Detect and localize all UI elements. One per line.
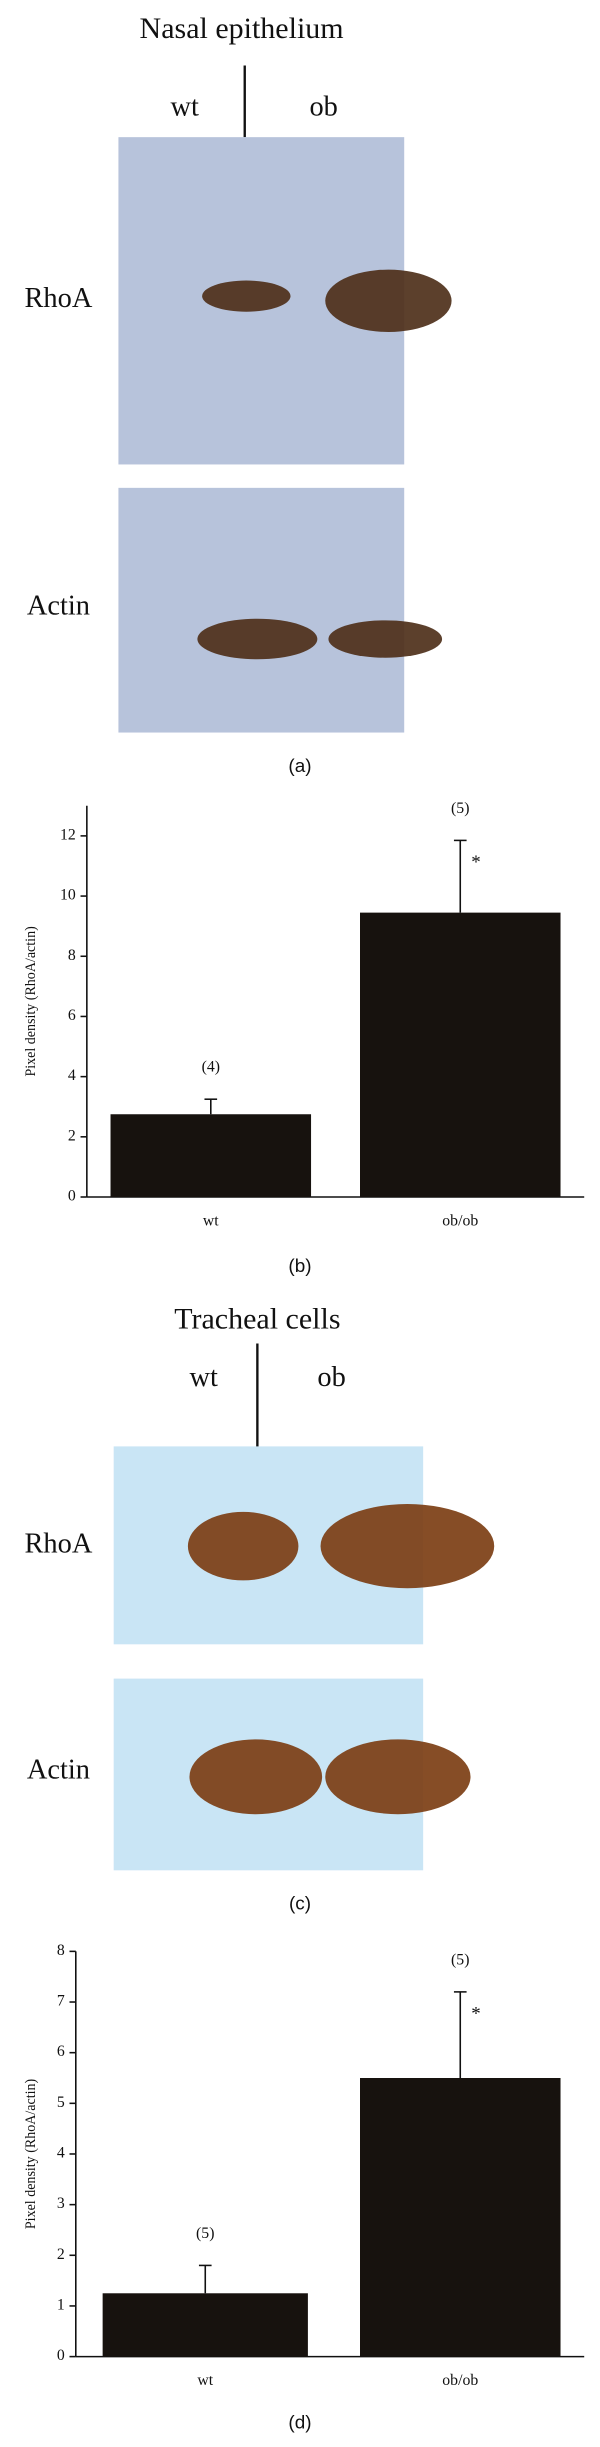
row-label: Actin [27,590,90,621]
blot-band [328,620,443,658]
n-label: (5) [196,2225,214,2242]
row-label: RhoA [24,1529,92,1560]
x-tick-label: ob/ob [442,2372,478,2389]
y-tick-label: 8 [57,1942,65,1959]
panel-caption: (a) [288,755,311,776]
significance-label: * [471,852,480,873]
blot-band [187,1511,299,1581]
y-tick-label: 4 [68,1067,76,1084]
y-tick-label: 2 [68,1127,76,1144]
y-axis-label: Pixel density (RhoA/actin) [23,926,39,1077]
row-label: RhoA [24,283,92,314]
y-tick-label: 8 [68,947,76,964]
lane-label: ob [309,92,337,123]
blot-band [320,1504,495,1589]
y-axis-label: Pixel density (RhoA/actin) [23,2079,39,2230]
y-tick-label: 6 [68,1007,76,1024]
blot-band [189,1739,323,1815]
bar [360,2078,561,2357]
y-tick-label: 6 [57,2043,65,2060]
blot-band [325,269,452,332]
y-tick-label: 10 [60,887,76,904]
blot-band [325,1739,471,1815]
y-tick-label: 12 [60,827,76,844]
panel-caption: (b) [288,1255,311,1276]
blot-band [202,280,291,312]
n-label: (5) [451,800,469,817]
x-tick-label: wt [203,1213,219,1230]
x-tick-label: ob/ob [442,1213,478,1230]
y-tick-label: 3 [57,2195,65,2212]
x-tick-label: wt [197,2372,213,2389]
y-tick-label: 7 [57,1993,65,2010]
lane-label: wt [189,1362,218,1393]
bar [360,912,561,1198]
bar [102,2293,308,2357]
y-tick-label: 0 [57,2347,65,2364]
row-label: Actin [27,1755,90,1786]
panel-caption: (d) [288,2412,311,2433]
lane-label: ob [317,1362,345,1393]
blot-image [118,487,405,733]
y-tick-label: 0 [68,1188,76,1205]
blot-title: Nasal epithelium [140,12,344,45]
n-label: (5) [451,1951,469,1968]
n-label: (4) [202,1059,220,1076]
y-tick-label: 2 [57,2246,65,2263]
significance-label: * [471,2004,480,2025]
y-tick-label: 1 [57,2297,65,2314]
blot-title: Tracheal cells [174,1303,340,1336]
y-tick-label: 5 [57,2094,65,2111]
y-tick-label: 4 [57,2145,65,2162]
lane-label: wt [171,92,200,123]
blot-band [197,618,318,660]
bar [110,1114,312,1198]
panel-caption: (c) [289,1893,311,1914]
